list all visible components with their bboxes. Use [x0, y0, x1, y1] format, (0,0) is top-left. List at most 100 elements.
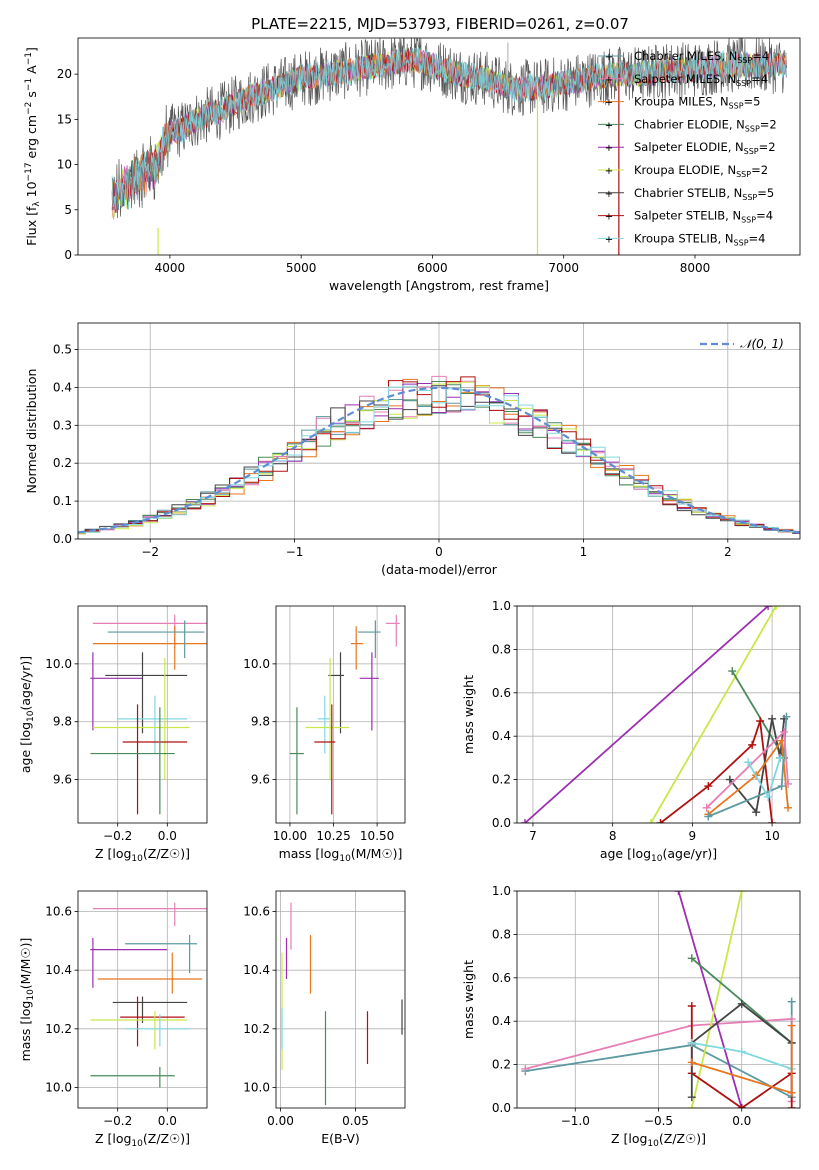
x-axis-label: (data-model)/error [381, 562, 498, 577]
y-tick-label: 0.8 [492, 927, 511, 941]
label-part: (M/M☉)] [18, 938, 33, 990]
label-part: 10 [647, 1139, 659, 1149]
weight-marker [764, 792, 773, 801]
weight-vs-age-lines [520, 606, 793, 823]
label-part: 10 [339, 854, 351, 864]
spectrum-panel: 4000 5000 6000 7000 8000 0 5 10 15 20 wavelength [… [24, 37, 801, 293]
weight-marker [687, 954, 696, 963]
label-part: −1 [24, 78, 34, 91]
label-part: age [ [18, 741, 33, 773]
legend-label-text: Salpeter STELIB, N [634, 209, 741, 223]
y-tick-label: 0.0 [53, 532, 72, 546]
y-tick-label: 10.2 [45, 1022, 72, 1036]
weight-marker [687, 1093, 696, 1102]
x-tick-label: 7000 [548, 261, 579, 275]
weight-marker [725, 775, 734, 784]
label-part: A [24, 65, 39, 78]
label-part: (Z/Z☉)] [659, 1131, 706, 1146]
label-part: 10 [26, 710, 36, 722]
weight-marker [687, 1058, 696, 1067]
label-part: (data-model)/error [381, 562, 498, 577]
errorbar-point [97, 952, 203, 994]
y-tick-label: 0.0 [492, 816, 511, 830]
errorbar-point [120, 996, 185, 1047]
weight-marker [656, 819, 665, 823]
legend-label: Kroupa STELIB, NSSP=4 [634, 231, 765, 247]
weight-line-chabrier-stelib [690, 1002, 793, 1098]
y-tick-label: 10.2 [243, 1022, 270, 1036]
weight-marker [704, 782, 713, 791]
errorbar-point [90, 652, 143, 731]
label-part: 10 [131, 1139, 143, 1149]
errorbar-point [107, 620, 205, 659]
y-tick-label: 1.0 [492, 884, 511, 898]
x-axis-label: E(B-V) [321, 1131, 360, 1146]
mass-vs-ebv-panel: 0.00 0.05 10.0 10.2 10.4 10.6 E(B-V) [243, 890, 406, 1146]
legend-label-sub: SSP [734, 238, 749, 247]
x-tick-label: −0.2 [103, 829, 132, 843]
x-tick-label: 0.00 [267, 1114, 294, 1128]
label-part: Z [ [611, 1131, 628, 1146]
label-part: (M/M☉)] [351, 846, 403, 861]
label-part: mass weight [461, 675, 476, 754]
legend-marker: + [605, 75, 613, 86]
legend-marker: + [605, 52, 613, 63]
axes-frame [77, 890, 208, 1109]
y-tick-label: 9.6 [251, 773, 270, 787]
label-part: (Z/Z☉)] [143, 846, 190, 861]
legend-label-text: Chabrier STELIB, N [634, 186, 742, 200]
label-part: log [18, 1001, 33, 1020]
legend-label-text: Chabrier MILES, N [634, 49, 737, 63]
weight-marker [756, 717, 765, 726]
errorbar-point [117, 695, 188, 754]
legend-label: Salpeter STELIB, NSSP=4 [634, 209, 773, 225]
y-tick-label: 10.4 [243, 963, 270, 977]
spectrum-lines [111, 38, 788, 255]
errorbar-point [328, 652, 344, 734]
legend-label-count: =4 [749, 231, 766, 245]
errorbar-point [90, 1066, 175, 1088]
axes-frame [77, 605, 208, 824]
legend-label-text: Salpeter ELODIE, N [634, 140, 744, 154]
x-tick-label: 10.25 [316, 829, 350, 843]
legend-label: Kroupa MILES, NSSP=5 [634, 95, 760, 111]
legend-label: Chabrier ELODIE, NSSP=2 [634, 117, 777, 133]
y-tick-label: 0.6 [492, 686, 511, 700]
legend-label-sub: SSP [737, 56, 752, 65]
errorbar-point [112, 996, 188, 1023]
weight-marker [752, 808, 761, 817]
weight-marker [772, 606, 781, 610]
label-part: (Z/Z☉)] [143, 1131, 190, 1146]
y-tick-label: 0.4 [492, 729, 511, 743]
y-axis-label: Normed distribution [24, 369, 39, 494]
errorbar-point [92, 902, 207, 927]
weight-line-salpeter-elodie [524, 606, 769, 823]
errorbar-point [357, 620, 381, 659]
legend-label-sub: SSP [741, 216, 756, 225]
weight-marker [728, 667, 737, 676]
x-tick-label: 0.05 [342, 1114, 369, 1128]
weight-line-kroupa-elodie [650, 606, 777, 823]
x-tick-label: 0 [435, 545, 443, 559]
y-tick-label: 0.0 [492, 1101, 511, 1115]
errorbar-point [122, 704, 188, 815]
legend-label-sub: SSP [729, 102, 744, 111]
x-tick-label: 1 [580, 545, 588, 559]
figure-title: PLATE=2215, MJD=53793, FIBERID=0261, z=0… [251, 15, 629, 33]
y-tick-label: 10.6 [45, 905, 72, 919]
legend-normal-label: 𝒩(0, 1) [740, 337, 784, 351]
label-part: 10 [651, 854, 663, 864]
x-tick-label: 0.0 [732, 1114, 751, 1128]
label-part: E(B-V) [321, 1131, 360, 1146]
legend-label: Chabrier STELIB, NSSP=5 [634, 186, 774, 202]
x-tick-label: 10 [764, 829, 779, 843]
legend-marker: + [605, 212, 613, 223]
y-tick-label: 0.1 [53, 494, 72, 508]
label-part: mass weight [461, 960, 476, 1039]
label-part: 10 [24, 181, 39, 201]
weight-marker [744, 758, 753, 767]
spectrum-line-kroupa-stelib [111, 46, 787, 210]
x-axis-label: wavelength [Angstrom, rest frame] [329, 278, 549, 293]
